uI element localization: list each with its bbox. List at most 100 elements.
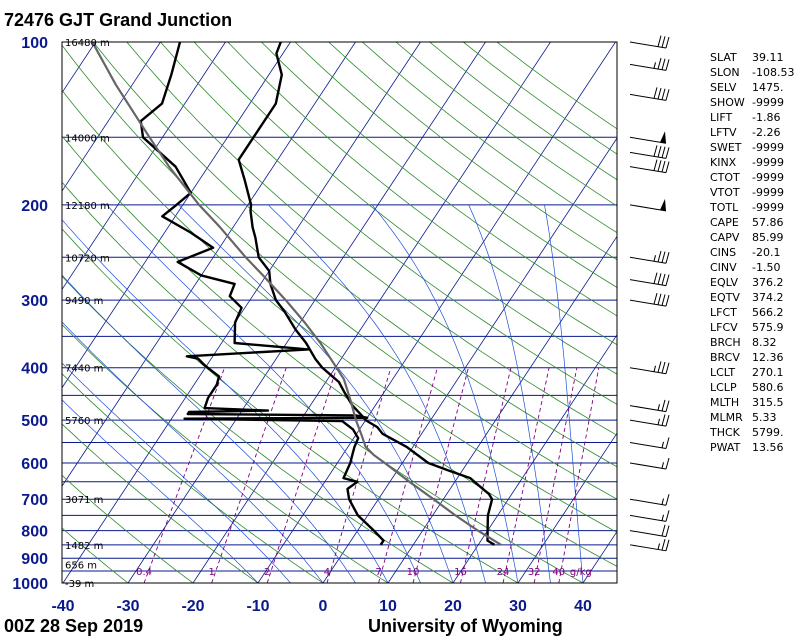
index-value: -9999 (752, 171, 784, 184)
moist-adiabat-line (371, 204, 519, 583)
wind-barbs (629, 35, 670, 552)
index-row-selv: SELV 1475. (710, 80, 794, 95)
mixing-ratio-line (143, 367, 226, 583)
moist-adiabat-line (62, 321, 324, 583)
height-label: -39 m (65, 579, 94, 590)
index-name: LFTV (710, 126, 737, 139)
wind-barb (629, 399, 670, 413)
index-name: TOTL (710, 201, 739, 214)
index-name: SWET (710, 141, 742, 154)
mixing-ratio-line (502, 367, 550, 583)
height-label: 10720 m (65, 253, 110, 264)
index-value: 580.6 (752, 381, 784, 394)
mixing-ratio-label: 16 (454, 567, 467, 578)
height-label: 12180 m (65, 201, 110, 212)
pressure-tick-label: 600 (21, 456, 48, 473)
isotherm-line (62, 42, 161, 192)
index-row-lfcv: LFCV 575.9 (710, 320, 794, 335)
index-value: 12.36 (752, 351, 784, 364)
isotherm-line (257, 42, 616, 583)
index-name: MLTH (710, 396, 740, 409)
dry-adiabat-line (62, 373, 324, 583)
index-name: LCLT (710, 366, 736, 379)
mixing-ratio-line (558, 367, 600, 583)
temperature-tick-label: 40 (574, 598, 592, 615)
dry-adiabat-line (92, 42, 617, 468)
dry-adiabat-line (62, 135, 617, 567)
mixing-ratio-label: 10 (407, 567, 420, 578)
index-row-mlmr: MLMR 5.33 (710, 410, 794, 425)
isotherm-line (322, 137, 617, 583)
moist-adiabat-line (268, 204, 486, 583)
index-name: SELV (710, 81, 737, 94)
index-row-vtot: VTOT -9999 (710, 185, 794, 200)
moist-adiabat-line (62, 362, 291, 583)
index-value: -1.50 (752, 261, 781, 274)
index-row-eqtv: EQTV 374.2 (710, 290, 794, 305)
index-value: 57.86 (752, 216, 784, 229)
pressure-tick-label: 800 (21, 524, 48, 541)
pressure-tick-label: 200 (21, 198, 48, 215)
index-value: -108.53 (752, 66, 795, 79)
index-name: SLON (710, 66, 740, 79)
isotherm-line (62, 42, 356, 487)
index-row-brch: BRCH 8.32 (710, 335, 794, 350)
height-label: 656 m (65, 561, 97, 572)
temperature-tick-label: 0 (319, 598, 328, 615)
chart-title: 72476 GJT Grand Junction (4, 10, 233, 30)
moist-adiabat-line (62, 274, 356, 583)
dry-adiabat-line (62, 275, 454, 583)
index-value: 85.99 (752, 231, 784, 244)
wind-barb (629, 145, 670, 159)
dry-adiabat-line (193, 42, 617, 375)
index-name: LCLP (710, 381, 737, 394)
index-value: -2.26 (752, 126, 781, 139)
index-row-brcv: BRCV 12.36 (710, 350, 794, 365)
index-value: 376.2 (752, 276, 784, 289)
index-name: PWAT (710, 441, 741, 454)
wind-barb (629, 35, 670, 49)
index-value: 575.9 (752, 321, 784, 334)
mixing-ratio-label: 7 (375, 567, 381, 578)
index-row-pwat: PWAT 13.56 (710, 440, 794, 455)
mixing-ratio-line (412, 367, 469, 583)
index-value: 315.5 (752, 396, 784, 409)
height-label: 5760 m (65, 416, 103, 427)
index-value: -9999 (752, 141, 784, 154)
wind-barb (629, 272, 670, 287)
dry-adiabat-line (62, 44, 617, 500)
temperature-tick-label: 30 (509, 598, 527, 615)
index-value: -9999 (752, 186, 784, 199)
height-label: 14000 m (65, 133, 110, 144)
index-value: 1475. (752, 81, 784, 94)
index-value: -20.1 (752, 246, 781, 259)
temperature-trace (237, 42, 496, 546)
index-value: 566.2 (752, 306, 784, 319)
wind-barb (629, 494, 670, 506)
wind-barb (629, 457, 670, 470)
index-row-totl: TOTL -9999 (710, 200, 794, 215)
dry-adiabat-line (62, 474, 194, 583)
index-value: 374.2 (752, 291, 784, 304)
pressure-tick-label: 400 (21, 361, 48, 378)
wind-barb (629, 250, 670, 264)
index-row-kinx: KINX -9999 (710, 155, 794, 170)
moist-adiabat-line (106, 204, 421, 583)
mixing-ratio-line (378, 367, 438, 583)
moist-adiabat-line (468, 204, 551, 583)
index-row-lfct: LFCT 566.2 (710, 305, 794, 320)
moist-adiabat-line (62, 399, 259, 583)
wind-barb (629, 159, 670, 174)
index-row-thck: THCK 5799. (710, 425, 794, 440)
index-row-slon: SLON -108.53 (710, 65, 794, 80)
index-name: EQLV (710, 276, 739, 289)
index-name: LFCV (710, 321, 738, 334)
wind-barb (629, 437, 670, 450)
mixing-ratio-label: 4 (324, 567, 330, 578)
pressure-tick-label: 500 (21, 413, 48, 430)
mixing-ratio-line (211, 367, 287, 583)
index-row-cape: CAPE 57.86 (710, 215, 794, 230)
dry-adiabat-line (261, 42, 617, 317)
